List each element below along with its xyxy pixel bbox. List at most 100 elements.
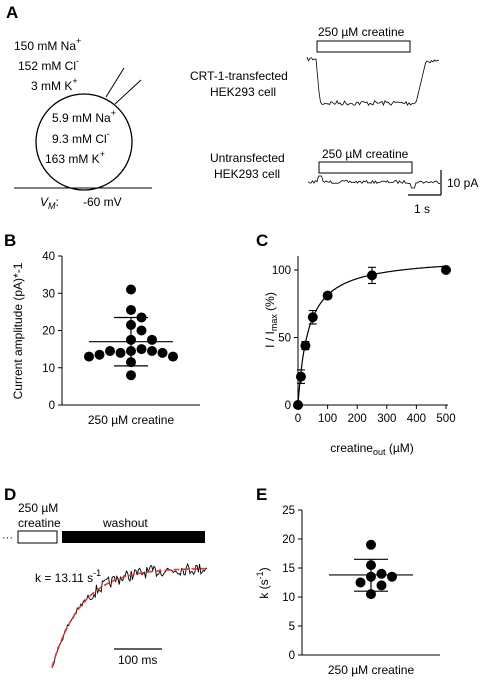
y-axis-label: k (s-1) [255,567,271,598]
trace1-creatine-bar [316,40,411,53]
data-point [115,347,126,358]
y-tick-label: 30 [42,288,55,300]
trace2-label-line2: HEK293 cell [214,167,280,181]
panel-b-chart: 0 10 20 30 40 250 µM creatine Current amplitud… [11,251,200,427]
y-tick-label: 0 [289,650,295,662]
data-point [136,312,147,323]
data-point [322,290,333,301]
x-category-label: 250 µM creatine [88,413,175,427]
inside-cl: 9.3 mM Cl- [52,129,110,146]
y-tick-label: 5 [289,621,295,633]
panel-c-letter: C [256,231,268,250]
pipette-right [114,79,142,105]
panel-b-letter: B [4,231,16,250]
x-tick-label: 100 [318,413,337,425]
data-point [366,560,376,571]
creatine-label-line1: 250 µM [18,501,58,515]
k-label-d: k = 13.11 s-1 [35,568,101,585]
creatine-bar-d [17,530,58,544]
data-point [126,345,136,356]
data-point [94,349,105,360]
data-point [366,589,376,600]
trace1-current-trace [306,56,440,107]
data-point [126,305,136,316]
trace1-bar-label: 250 µM creatine [318,25,405,39]
data-point [168,351,178,362]
vm-value: -60 mV [83,195,122,209]
x-tick-label: 400 [407,413,426,425]
outside-cl: 152 mM Cl- [18,56,79,73]
scale-time-label: 1 s [414,202,430,216]
y-tick-label: 10 [282,592,295,604]
data-point [367,270,377,281]
y-tick-label: 40 [42,251,55,263]
data-point [387,571,397,582]
data-point [300,340,311,351]
outside-k: 3 mM K+ [31,76,78,93]
washout-current-trace [51,562,208,669]
trace2-label-line1: Untransfected [210,151,285,165]
vm-label: VM: [40,195,59,211]
panel-c-chart: 0 50 100 0 100 200 300 400 500 I / Imax (%) creati… [263,256,456,457]
y-tick-label: 50 [278,333,291,345]
data-point [126,370,136,381]
y-axis-label: Current amplitude (pA)*-1 [11,262,25,399]
data-point [295,371,306,382]
data-point [366,571,376,582]
y-tick-label: 100 [272,265,291,277]
inside-na: 5.9 mM Na+ [52,108,116,125]
washout-label: washout [102,516,148,530]
y-tick-label: 25 [282,505,295,517]
y-tick-label: 20 [42,326,55,338]
inside-k: 163 mM K+ [45,149,105,166]
fit-curve [297,265,447,406]
scale-time-label-d: 100 ms [118,653,157,667]
trace2-creatine-bar [318,161,413,174]
data-point [366,539,376,550]
panel-a-scale-bar [408,170,442,196]
panel-d-letter: D [4,485,16,504]
data-point [441,265,451,275]
trace2-current-trace [307,175,440,189]
trace2-bar-label: 250 µM creatine [322,147,409,161]
data-point [105,345,115,356]
data-point [376,580,387,591]
outside-na: 150 mM Na+ [14,36,81,53]
x-axis-label: creatineout (µM) [330,441,413,457]
y-tick-label: 0 [285,400,291,412]
data-point [293,400,303,410]
x-category-label: 250 µM creatine [328,663,415,677]
scale-current-label: 10 pA [447,176,478,190]
cell-diagram [35,67,142,191]
data-point [126,334,136,345]
data-point [126,319,136,330]
data-point [136,344,147,355]
x-tick-label: 500 [436,413,455,425]
panel-e-letter: E [256,485,267,504]
panel-a-letter: A [6,3,18,22]
data-point [307,312,318,323]
data-point [147,345,157,356]
trace1-label-line2: HEK293 cell [210,85,276,99]
y-tick-label: 15 [282,563,295,575]
x-tick-label: 0 [295,413,301,425]
data-point [157,347,168,358]
washout-bar [62,531,205,543]
y-axis-label: I / Imax (%) [263,292,279,348]
pipette-left [105,67,125,98]
continuation-dots: ··· [2,532,13,544]
y-tick-label: 0 [49,400,55,412]
data-point [84,351,94,362]
x-tick-label: 300 [377,413,396,425]
panel-e-chart: 0 5 10 15 20 25 250 µM creatine k (s-1) [255,505,440,677]
data-point [136,325,147,336]
data-point [126,284,136,295]
data-point [376,568,387,579]
data-point [147,334,157,345]
creatine-label-line2: creatine [18,516,61,530]
data-point [355,577,366,588]
y-tick-label: 10 [42,363,55,375]
data-point [126,357,136,368]
y-tick-label: 20 [282,534,295,546]
